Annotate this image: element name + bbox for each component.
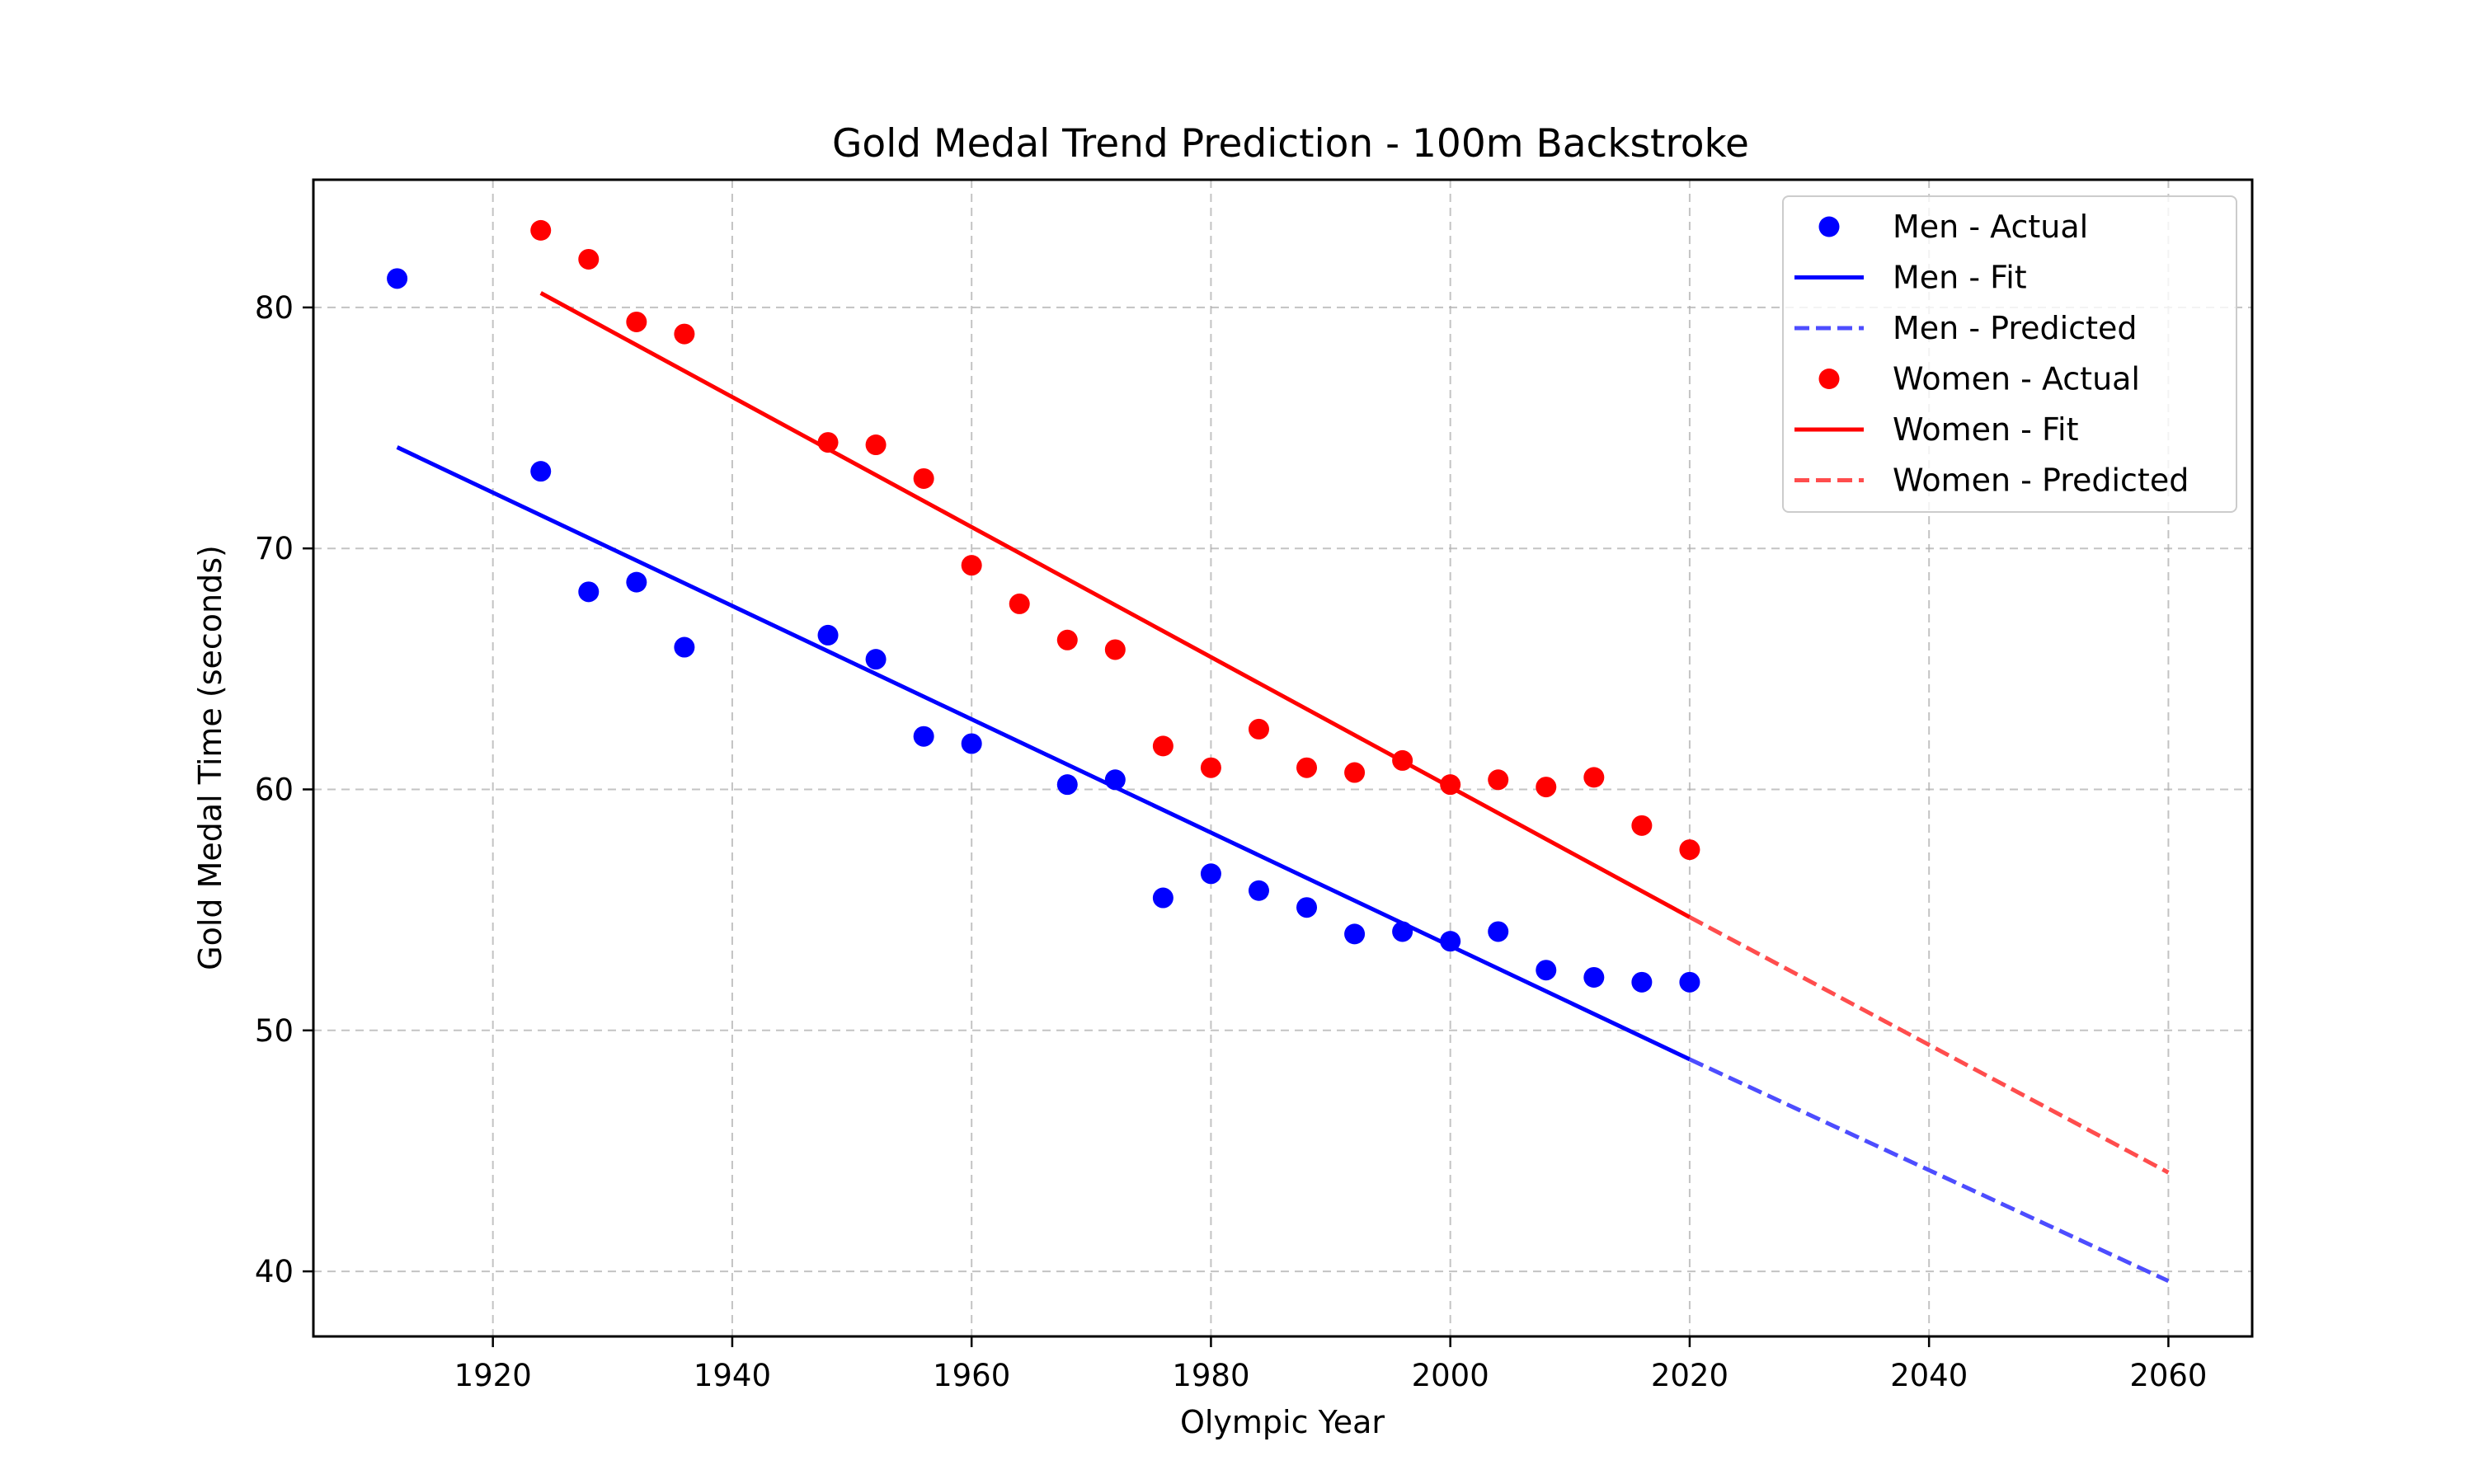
men-actual-point bbox=[1104, 769, 1126, 791]
men-actual-point bbox=[1056, 774, 1078, 796]
men-fit-line bbox=[396, 445, 1691, 1062]
men-actual-point bbox=[961, 733, 982, 754]
men-actual-point bbox=[674, 636, 695, 658]
women-actual-point bbox=[1679, 839, 1700, 861]
men-actual-point bbox=[626, 571, 647, 593]
women-actual-point bbox=[1296, 757, 1318, 778]
men-actual-point bbox=[1583, 966, 1605, 988]
y-tick-label: 70 bbox=[255, 531, 294, 566]
women-actual-point bbox=[1248, 718, 1269, 740]
women-actual-point bbox=[530, 219, 552, 241]
women-actual-point bbox=[1009, 593, 1030, 614]
y-tick-label: 50 bbox=[255, 1013, 294, 1049]
x-tick-label: 1980 bbox=[1172, 1358, 1249, 1393]
men-actual-legend-swatch bbox=[1818, 216, 1840, 237]
men-actual-point bbox=[578, 581, 600, 603]
men-predicted-legend-label: Men - Predicted bbox=[1893, 310, 2138, 346]
women-actual-point bbox=[1200, 757, 1221, 778]
women-actual-point bbox=[865, 434, 887, 456]
x-tick-label: 2000 bbox=[1412, 1358, 1489, 1393]
women-predicted-legend-label: Women - Predicted bbox=[1893, 463, 2189, 499]
y-axis-label: Gold Medal Time (seconds) bbox=[192, 545, 228, 970]
x-tick-label: 1940 bbox=[694, 1358, 771, 1393]
women-fit-legend-label: Women - Fit bbox=[1893, 411, 2079, 448]
women-fit-line bbox=[539, 291, 1691, 919]
men-actual-point bbox=[1344, 923, 1366, 945]
plot-frame bbox=[312, 178, 2254, 1338]
men-actual-point bbox=[1536, 960, 1557, 981]
y-tick-label: 40 bbox=[255, 1254, 294, 1289]
x-tick-label: 1960 bbox=[933, 1358, 1010, 1393]
men-fit-legend-label: Men - Fit bbox=[1893, 260, 2027, 296]
women-actual-point bbox=[1056, 629, 1078, 650]
tick-layer: 1920 1940 1960 1980 2000 2020 2040 2060 40 50 60 70… bbox=[255, 290, 2208, 1393]
men-actual-point bbox=[1440, 931, 1461, 952]
women-actual-point bbox=[1440, 774, 1461, 796]
women-actual-legend-label: Women - Actual bbox=[1893, 361, 2140, 397]
y-tick-label: 60 bbox=[255, 772, 294, 807]
x-tick-label: 2060 bbox=[2129, 1358, 2207, 1393]
women-actual-point bbox=[1488, 769, 1509, 791]
x-axis-label: Olympic Year bbox=[1180, 1404, 1385, 1440]
men-actual-point bbox=[387, 268, 408, 289]
men-actual-point bbox=[1248, 880, 1269, 901]
legend: Men - Actual Men - Fit Men - Predicted Wome… bbox=[1782, 195, 2237, 513]
women-actual-point bbox=[1152, 735, 1174, 757]
men-actual-point bbox=[1200, 863, 1221, 885]
men-actual-point bbox=[1152, 887, 1174, 909]
women-actual-legend-swatch bbox=[1818, 369, 1840, 389]
men-actual-legend-label: Men - Actual bbox=[1893, 209, 2088, 245]
women-actual-point bbox=[913, 467, 934, 489]
women-predicted-line bbox=[1688, 915, 2170, 1175]
women-actual-point bbox=[961, 555, 982, 576]
men-actual-point bbox=[817, 624, 839, 646]
men-actual-point bbox=[1631, 971, 1653, 993]
men-actual-point bbox=[1296, 897, 1318, 918]
women-actual-point bbox=[626, 311, 647, 332]
men-actual-point bbox=[530, 461, 552, 482]
x-tick-label: 2040 bbox=[1890, 1358, 1968, 1393]
women-actual-point bbox=[674, 323, 695, 345]
x-tick-label: 2020 bbox=[1651, 1358, 1729, 1393]
women-actual-point bbox=[578, 248, 600, 270]
y-tick-label: 80 bbox=[255, 290, 294, 326]
x-tick-label: 1920 bbox=[454, 1358, 532, 1393]
men-predicted-line bbox=[1688, 1057, 2170, 1284]
men-actual-point bbox=[865, 649, 887, 670]
women-actual-point bbox=[1104, 639, 1126, 660]
point-layer bbox=[387, 219, 1700, 993]
women-actual-point bbox=[1536, 777, 1557, 798]
women-actual-point bbox=[1344, 762, 1366, 783]
women-actual-point bbox=[1583, 767, 1605, 788]
women-actual-point bbox=[1631, 815, 1653, 836]
women-actual-point bbox=[817, 432, 839, 453]
line-layer bbox=[396, 291, 2170, 1284]
chart-title: Gold Medal Trend Prediction - 100m Backs… bbox=[832, 121, 1749, 167]
men-actual-point bbox=[913, 726, 934, 747]
legend-box bbox=[1782, 195, 2237, 513]
women-actual-point bbox=[1392, 749, 1413, 771]
men-actual-point bbox=[1488, 921, 1509, 942]
men-actual-point bbox=[1392, 921, 1413, 942]
men-actual-point bbox=[1679, 971, 1700, 993]
